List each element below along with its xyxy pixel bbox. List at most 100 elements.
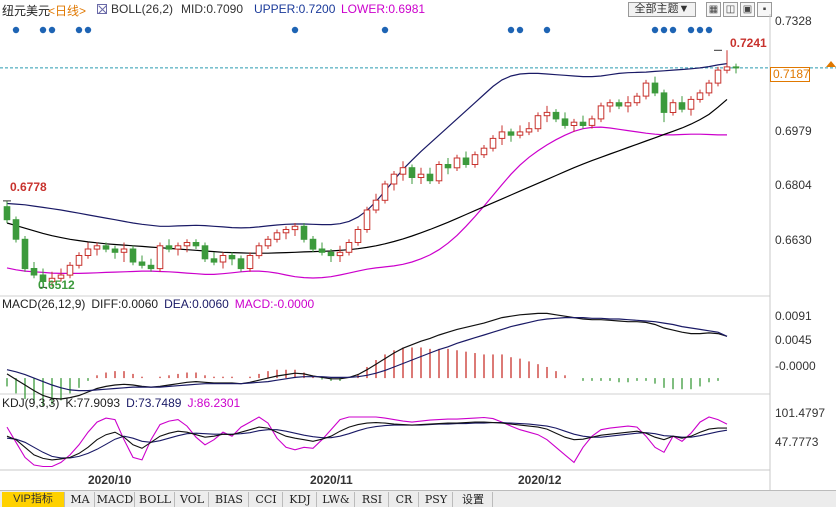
kdj-tick-label: 101.4797 — [775, 406, 826, 420]
candle-body — [228, 255, 236, 260]
period-label[interactable]: <日线> — [48, 4, 87, 18]
candle-body — [93, 245, 101, 250]
candle-body — [534, 115, 542, 130]
candle-body — [552, 111, 560, 120]
candle-body — [363, 209, 371, 230]
candle-body — [264, 238, 272, 247]
candle-body — [237, 258, 245, 270]
tab-bias[interactable]: BIAS — [210, 492, 249, 507]
boll-lower-line — [6, 126, 727, 279]
candle-body — [705, 82, 713, 94]
tab-vol[interactable]: VOL — [176, 492, 209, 507]
price-tick-label: 0.6979 — [775, 124, 812, 138]
grid-icon[interactable]: ▦ — [706, 2, 721, 17]
macd-value-label: MACD:-0.0000 — [234, 297, 315, 311]
macd-tick-label: -0.0000 — [775, 359, 816, 373]
macd-dea-line — [6, 317, 728, 392]
candle-body — [300, 225, 308, 240]
signal-dot — [75, 26, 83, 34]
price-tick-label: 0.6630 — [775, 233, 812, 247]
candle-body — [138, 261, 146, 266]
candle-body — [687, 98, 695, 110]
close-box-icon[interactable]: ▪ — [757, 2, 772, 17]
signal-dot — [696, 26, 704, 34]
x-tick-label: 2020/11 — [310, 473, 353, 487]
candle-body — [120, 248, 128, 253]
candle-body — [66, 264, 74, 276]
boll-mid-line — [6, 98, 728, 254]
price-tick-label: 0.7328 — [775, 14, 812, 28]
tab-psy[interactable]: PSY — [420, 492, 453, 507]
candle-body — [561, 118, 569, 126]
kdj-d-label: D:73.7489 — [126, 396, 182, 410]
price-tick-label: 0.6804 — [775, 178, 812, 192]
candle-body — [84, 248, 92, 256]
signal-dot — [291, 26, 299, 34]
candle-body — [543, 111, 551, 117]
chart-canvas[interactable] — [0, 0, 836, 490]
candle-body — [318, 248, 326, 253]
candle-body — [678, 102, 686, 110]
signal-dot — [507, 26, 515, 34]
tab-ma[interactable]: MA — [66, 492, 95, 507]
signal-dot — [381, 26, 389, 34]
tab-macd[interactable]: MACD — [96, 492, 135, 507]
candle-body — [723, 66, 731, 71]
candle-body — [669, 102, 677, 113]
signal-dot — [84, 26, 92, 34]
macd-tick-label: 0.0091 — [775, 309, 812, 323]
macd-diff-line — [6, 312, 728, 400]
candle-body — [21, 238, 29, 270]
tab-kdj[interactable]: KDJ — [284, 492, 317, 507]
candle-body — [471, 154, 479, 165]
high-annotation: 0.7241 — [730, 36, 767, 50]
tab-cr[interactable]: CR — [390, 492, 419, 507]
candle-body — [354, 229, 362, 243]
candle-body — [597, 105, 605, 120]
candle-body — [390, 173, 398, 185]
macd-dea-label: DEA:0.0060 — [164, 297, 229, 311]
split-icon[interactable]: ◫ — [723, 2, 738, 17]
candle-body — [129, 248, 137, 263]
signal-dot — [543, 26, 551, 34]
kdj-k-line — [6, 421, 727, 461]
candle-body — [633, 95, 641, 104]
signal-dot — [516, 26, 524, 34]
candle-body — [345, 242, 353, 253]
candle-body — [408, 167, 416, 178]
candle-body — [174, 245, 182, 250]
signal-dot — [12, 26, 20, 34]
left-high-annotation: 0.6778 — [10, 180, 47, 194]
low-annotation: 0.6512 — [38, 278, 75, 292]
tab-vip-indicator[interactable]: VIP指标 — [2, 492, 65, 507]
candle-body — [516, 131, 524, 136]
candle-body — [273, 232, 281, 240]
tab-settings[interactable]: 设置 — [454, 492, 493, 507]
candle-body — [30, 268, 38, 276]
boll-toggle-icon[interactable] — [97, 4, 107, 14]
signal-dot — [39, 26, 47, 34]
kdj-title: KDJ(9,3,3) — [2, 396, 60, 410]
candle-body — [183, 242, 191, 247]
tab-rsi[interactable]: RSI — [356, 492, 389, 507]
candle-body — [147, 264, 155, 270]
last-price-tag: 0.7187 — [770, 67, 810, 82]
candle-body — [219, 255, 227, 263]
candle-body — [696, 92, 704, 100]
candle-body — [624, 102, 632, 107]
kdj-d-line — [6, 422, 728, 459]
kdj-j-label: J:86.2301 — [187, 396, 241, 410]
boll-indicator-label: BOLL(26,2) — [111, 2, 174, 16]
candle-body — [444, 164, 452, 169]
tab-lw[interactable]: LW& — [318, 492, 355, 507]
tab-boll[interactable]: BOLL — [136, 492, 175, 507]
tab-cci[interactable]: CCI — [250, 492, 283, 507]
candle-body — [714, 69, 722, 84]
signal-dot — [687, 26, 695, 34]
panel-icon[interactable]: ▣ — [740, 2, 755, 17]
theme-select-button[interactable]: 全部主题▼ — [628, 2, 696, 17]
candle-body — [39, 274, 47, 282]
candle-body — [57, 274, 65, 279]
candle-body — [615, 102, 623, 107]
candle-body — [12, 219, 20, 240]
